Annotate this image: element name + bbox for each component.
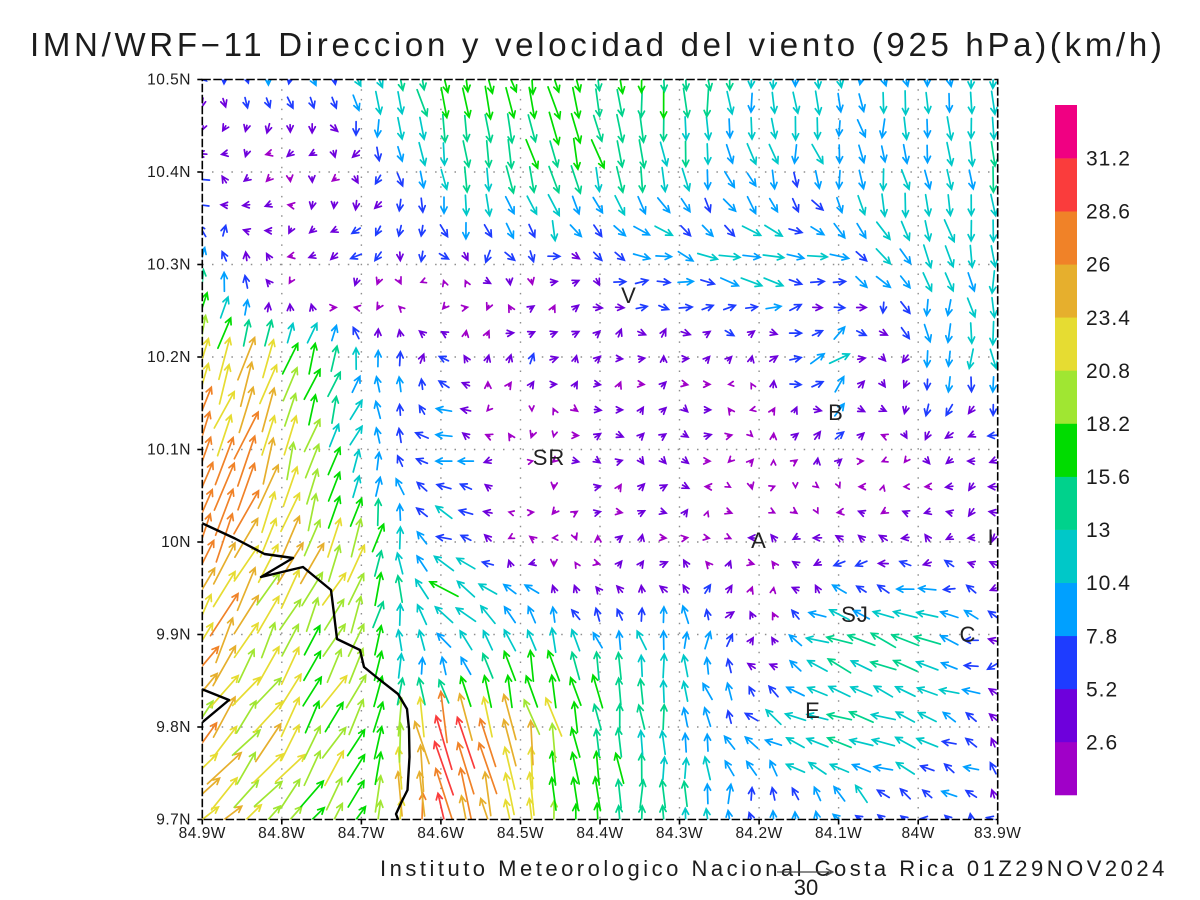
- svg-text:84.5W: 84.5W: [497, 825, 544, 842]
- svg-text:83.9W: 83.9W: [974, 825, 1021, 842]
- svg-text:9.9N: 9.9N: [156, 627, 191, 644]
- svg-text:10.4N: 10.4N: [147, 164, 191, 181]
- svg-text:18.2: 18.2: [1086, 413, 1131, 436]
- svg-text:84.7W: 84.7W: [338, 825, 385, 842]
- svg-text:E: E: [805, 698, 821, 723]
- svg-text:31.2: 31.2: [1086, 148, 1131, 171]
- svg-text:V: V: [621, 283, 637, 308]
- svg-text:2.6: 2.6: [1086, 731, 1118, 754]
- svg-text:84.4W: 84.4W: [576, 825, 623, 842]
- svg-text:26: 26: [1086, 254, 1111, 277]
- svg-text:10.4: 10.4: [1086, 572, 1131, 595]
- svg-text:28.6: 28.6: [1086, 201, 1131, 224]
- svg-text:15.6: 15.6: [1086, 466, 1131, 489]
- svg-text:84.9W: 84.9W: [179, 825, 226, 842]
- svg-text:84.6W: 84.6W: [417, 825, 464, 842]
- svg-text:5.2: 5.2: [1086, 678, 1118, 701]
- svg-text:SJ: SJ: [841, 602, 869, 627]
- svg-text:84.3W: 84.3W: [656, 825, 703, 842]
- svg-text:IMN/WRF−11 Direccion y velocid: IMN/WRF−11 Direccion y velocidad del vie…: [30, 26, 1166, 63]
- svg-text:I: I: [987, 525, 994, 550]
- svg-text:10.1N: 10.1N: [147, 442, 191, 459]
- svg-text:10N: 10N: [161, 534, 191, 551]
- svg-text:10.5N: 10.5N: [147, 72, 191, 89]
- svg-text:A: A: [751, 528, 767, 553]
- svg-text:30: 30: [794, 875, 818, 900]
- svg-text:84.8W: 84.8W: [258, 825, 305, 842]
- svg-text:10.2N: 10.2N: [147, 349, 191, 366]
- svg-text:13: 13: [1086, 519, 1111, 542]
- svg-text:Instituto Meteorologico Nacion: Instituto Meteorologico Nacional Costa R…: [380, 856, 1168, 881]
- svg-text:84.1W: 84.1W: [815, 825, 862, 842]
- svg-text:23.4: 23.4: [1086, 307, 1131, 330]
- svg-text:84.2W: 84.2W: [735, 825, 782, 842]
- svg-text:20.8: 20.8: [1086, 360, 1131, 383]
- svg-text:84W: 84W: [902, 825, 935, 842]
- svg-text:9.7N: 9.7N: [156, 812, 191, 829]
- svg-text:C: C: [960, 622, 977, 647]
- svg-text:SR: SR: [533, 445, 566, 470]
- svg-text:10.3N: 10.3N: [147, 257, 191, 274]
- svg-text:7.8: 7.8: [1086, 625, 1118, 648]
- svg-text:B: B: [828, 400, 844, 425]
- svg-text:9.8N: 9.8N: [156, 719, 191, 736]
